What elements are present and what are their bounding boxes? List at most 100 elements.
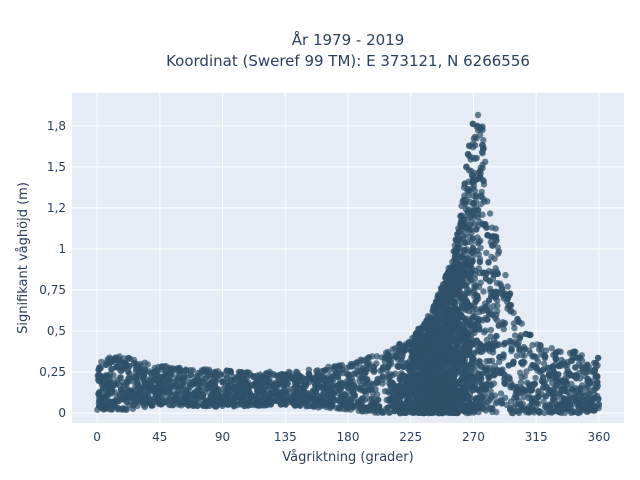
data-point [166,389,173,397]
data-point [194,378,201,385]
data-point [512,338,519,346]
data-point [458,303,465,310]
data-point [580,406,587,413]
data-point [257,371,264,378]
data-point [162,371,170,378]
data-point [428,361,435,368]
data-point [475,386,482,393]
data-point [466,345,473,352]
data-point [362,369,369,376]
data-point [207,371,214,378]
data-point [252,400,260,407]
data-point [456,338,463,345]
data-point [529,353,536,360]
data-point [484,198,491,205]
data-point [461,239,469,246]
data-point [530,407,537,414]
data-point [310,376,317,383]
data-point [583,384,590,391]
data-point [303,381,310,388]
data-point [501,375,508,383]
data-point [549,408,556,415]
data-point [472,298,479,305]
data-point [458,390,466,398]
data-point [568,385,576,393]
data-point [279,377,286,384]
data-point [454,361,461,368]
data-point [474,175,482,183]
data-point [483,249,490,257]
data-point [570,408,577,416]
data-point [473,193,480,200]
data-point [386,409,393,416]
data-point [434,363,441,371]
data-point [415,325,422,333]
data-point [572,364,579,371]
data-point [510,320,518,327]
data-point [513,383,520,391]
data-point [250,373,257,380]
data-point [594,373,601,380]
data-point [474,239,481,247]
data-point [187,366,194,374]
data-point [157,401,165,408]
data-point [485,374,492,381]
data-point [487,382,495,389]
data-point [540,360,548,367]
data-point [490,372,498,379]
data-point [310,403,317,410]
data-point [585,368,592,375]
data-point [129,405,137,412]
data-point [123,399,131,406]
data-point [462,230,470,237]
data-point [579,365,587,372]
data-point [496,353,503,361]
data-point [553,382,560,389]
data-point [555,371,562,378]
data-point [507,307,515,314]
data-point [494,308,501,315]
data-point [136,364,144,372]
data-point [385,396,393,403]
data-point [391,407,398,415]
data-point [298,378,305,385]
data-point [391,399,398,406]
data-point [475,348,482,355]
data-point [549,396,557,403]
data-point [118,386,125,393]
data-point [465,308,473,315]
data-point [238,396,246,403]
data-point [486,210,494,217]
data-point [373,380,381,387]
data-point [542,353,549,360]
data-point [208,379,215,386]
data-point [450,373,457,381]
data-point [591,407,598,414]
data-point [475,265,483,272]
data-point [521,352,528,359]
data-point [154,377,161,385]
data-point [566,395,573,402]
chart-title-line-2: Koordinat (Sweref 99 TM): E 373121, N 62… [166,52,530,70]
data-point [294,382,301,389]
data-point [539,374,547,381]
data-point [552,349,560,356]
data-point [415,393,422,400]
data-point [98,358,105,366]
data-point [595,395,602,403]
data-point [264,370,271,377]
data-point [266,392,273,400]
data-point [202,375,209,382]
data-point [469,314,477,321]
data-point [566,370,574,378]
data-points [94,111,602,417]
data-point [483,358,490,365]
data-point [495,322,502,329]
data-point [358,357,366,364]
data-point [493,332,500,340]
data-point [275,398,282,405]
data-point [187,371,195,379]
data-point [544,364,552,372]
data-point [535,387,542,395]
data-point [175,401,182,408]
